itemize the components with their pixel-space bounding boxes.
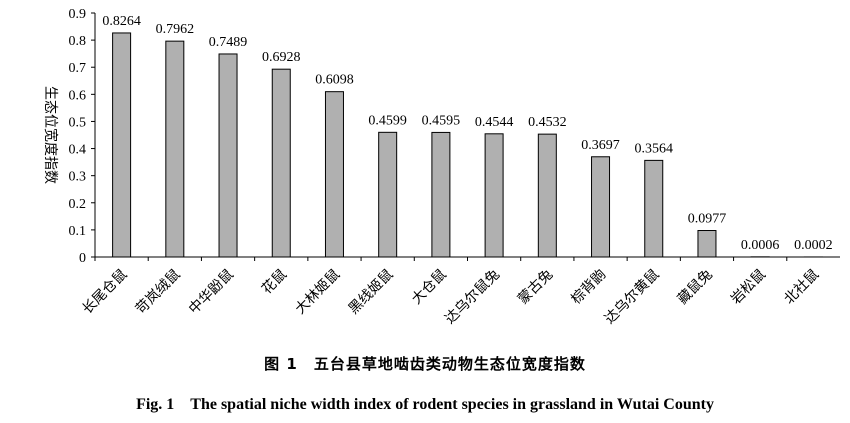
bar-value-label: 0.8264 [102,14,141,29]
chart-axes [94,13,840,258]
y-tick-label: 0.8 [69,34,87,49]
y-tick-label: 0.3 [69,170,87,185]
bar-value-label: 0.4532 [528,115,567,130]
y-tick-label: 0.9 [69,7,87,22]
category-label: 达乌尔黄鼠 [601,266,663,328]
bar-value-label: 0.4599 [368,113,407,128]
bar-value-label: 0.6928 [262,50,301,65]
bar [271,68,291,258]
category-label: 大仓鼠 [409,267,450,308]
bar [378,131,398,258]
category-label: 中华鼢鼠 [186,267,237,318]
bar [697,230,717,258]
bar [431,131,451,258]
y-tick-label: 0.7 [69,61,87,76]
y-tick-label: 0.5 [69,115,87,130]
bar-value-label: 0.0006 [741,238,780,253]
bar-value-label: 0.0002 [794,238,833,253]
bar [484,133,504,258]
figure-caption-english: Fig. 1 The spatial niche width index of … [136,396,714,413]
y-axis-ticks: 0 0.1 0.2 0.3 0.4 0.5 0.6 0.7 0.8 0.9 [69,7,95,266]
y-tick-label: 0.1 [69,224,87,239]
category-label: 黑线姬鼠 [346,267,397,318]
bar [112,32,132,258]
bar-value-label: 0.6098 [315,73,354,88]
category-label: 苛岚绒鼠 [132,266,184,318]
figure-caption-chinese: 图 1 五台县草地啮齿类动物生态位宽度指数 [264,355,586,373]
bar-series [112,32,823,258]
y-tick-label: 0 [79,251,86,266]
bar [324,91,344,258]
bar-value-label: 0.3564 [635,141,674,156]
bar-value-label: 0.4595 [422,113,461,128]
bar-value-label: 0.7962 [156,22,195,37]
y-tick-label: 0.4 [69,143,87,158]
category-label: 大林姬鼠 [292,267,343,318]
category-label: 藏鼠兔 [675,267,716,308]
bar-value-label: 0.4544 [475,115,514,130]
category-label: 北社鼠 [781,267,822,308]
bar [591,156,611,258]
bar [644,159,664,258]
data-labels: 0.8264 0.7962 0.7489 0.6928 0.6098 0.4599 0.45… [102,14,832,253]
category-label: 花鼠 [259,267,290,298]
category-label: 岩松鼠 [728,267,769,308]
y-tick-label: 0.2 [69,197,87,212]
bar [537,133,557,258]
bar [165,40,185,258]
bar-value-label: 0.0977 [688,212,727,227]
bar [218,53,238,258]
y-axis-label: 生态位宽度指数 [42,86,59,184]
bar-value-label: 0.7489 [209,35,248,50]
category-label: 达乌尔鼠兔 [442,267,503,328]
category-label: 蒙古兔 [515,267,556,308]
y-tick-label: 0.6 [69,88,87,103]
bar-value-label: 0.3697 [581,138,620,153]
category-label: 长尾仓鼠 [80,267,131,318]
category-label: 棕背鼩 [568,267,609,308]
bar-chart: 0 0.1 0.2 0.3 0.4 0.5 0.6 0.7 0.8 0.9 0.8264 0.796… [42,7,840,328]
